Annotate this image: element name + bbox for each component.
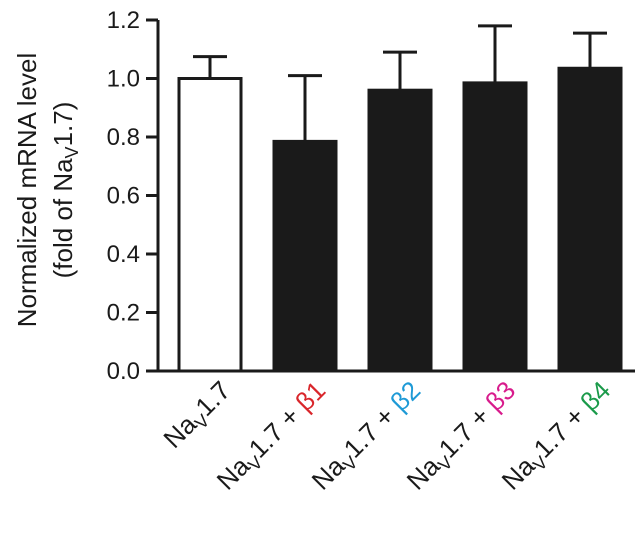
y-axis-label-line2: (fold of NaV1.7)	[48, 102, 82, 279]
y-tick-label: 0.2	[107, 300, 140, 327]
y-tick-label: 0.0	[107, 358, 140, 385]
y-tick-label: 0.6	[107, 183, 140, 210]
bar	[557, 66, 623, 373]
y-axis-label-line1: Normalized mRNA level	[12, 53, 42, 328]
y-tick-label: 0.4	[107, 241, 140, 268]
y-tick-label: 0.8	[107, 124, 140, 151]
y-tick-label: 1.2	[107, 7, 140, 34]
bar	[177, 77, 243, 373]
bar	[367, 88, 433, 373]
bars	[177, 66, 623, 373]
bar	[462, 81, 528, 373]
x-tick-label: NaV1.7	[157, 375, 239, 457]
y-axis-title: Normalized mRNA level (fold of NaV1.7)	[12, 53, 82, 328]
y-tick-label: 1.0	[107, 66, 140, 93]
bar	[272, 139, 338, 373]
error-bars	[193, 24, 607, 142]
y-ticks: 0.0 0.2 0.4 0.6 0.8 1.0 1.2	[107, 7, 158, 385]
